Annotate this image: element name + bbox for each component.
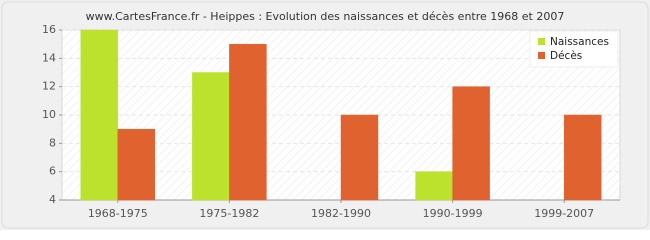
legend-label: Naissances: [550, 36, 609, 48]
chart: www.CartesFrance.fr - Heippes : Evolutio…: [0, 0, 650, 230]
x-tick-label: 1982-1990: [311, 207, 371, 220]
y-tick-label: 16: [42, 23, 56, 36]
x-tick-label: 1990-1999: [423, 207, 483, 220]
chart-title: www.CartesFrance.fr - Heippes : Evolutio…: [86, 10, 565, 23]
y-tick-label: 10: [42, 108, 56, 121]
y-tick-label: 8: [49, 136, 56, 149]
bar: [192, 72, 230, 201]
bar: [415, 171, 453, 201]
x-tick-label: 1975-1982: [199, 207, 259, 220]
y-tick-label: 6: [49, 165, 56, 178]
bar: [452, 86, 490, 201]
legend-swatch: [538, 52, 545, 59]
bar: [117, 128, 156, 201]
legend-label: Décès: [550, 50, 582, 62]
bar: [340, 114, 379, 201]
y-tick-label: 4: [49, 193, 56, 206]
x-tick-label: 1999-2007: [534, 207, 594, 220]
bar: [80, 29, 119, 201]
x-tick-label: 1968-1975: [88, 207, 148, 220]
y-tick-label: 14: [42, 51, 56, 64]
legend-swatch: [538, 38, 545, 45]
legend-box: [529, 30, 619, 68]
y-tick-label: 12: [42, 80, 56, 93]
bar: [563, 114, 602, 201]
bar: [229, 43, 267, 201]
